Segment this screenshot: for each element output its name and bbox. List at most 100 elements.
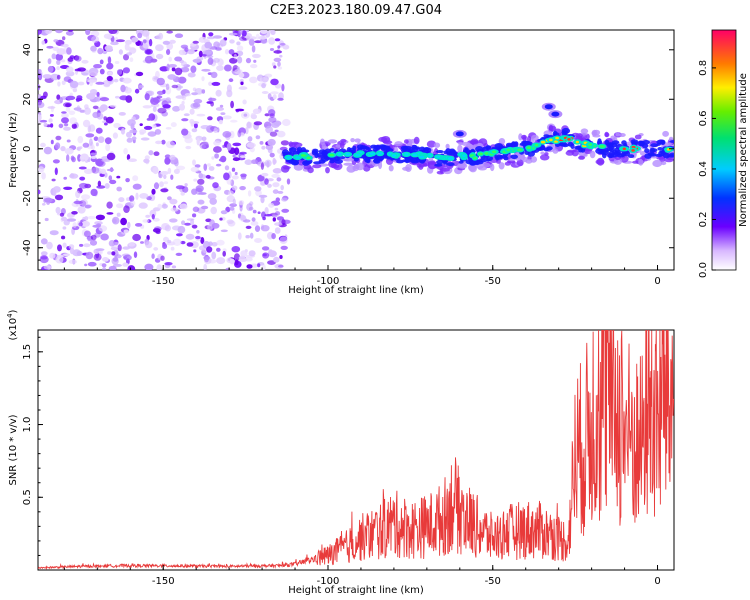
ridge-band [570,143,575,149]
ridge-band [329,148,335,152]
noise-blob [142,42,150,49]
noise-blob [174,56,183,62]
noise-blob [242,99,247,105]
ridge-halo [552,148,559,154]
ridge-halo [613,157,623,165]
noise-blob [116,203,124,209]
noise-blob [273,65,277,69]
noise-blob [276,216,284,221]
noise-blob [38,30,42,35]
ridge-halo [427,161,437,170]
noise-blob [68,110,76,116]
noise-blob [84,168,93,174]
noise-blob [56,59,61,65]
ridge-halo [445,143,450,149]
noise-blob [192,213,197,218]
noise-blob [279,236,288,244]
noise-blob [107,72,113,75]
noise-blob [78,166,87,170]
noise-blob [269,131,278,137]
noise-blob [234,171,238,176]
noise-blob [67,30,74,32]
noise-blob [257,174,265,182]
noise-blob [152,106,157,112]
noise-blob [282,44,290,50]
ridge-band [513,141,519,148]
noise-blob [108,240,116,247]
noise-blob [198,173,204,179]
noise-blob [40,255,48,260]
noise-blob [273,57,282,63]
noise-blob [248,250,256,257]
ridge-halo [482,162,491,168]
noise-blob [148,38,153,47]
noise-blob [198,36,207,43]
noise-blob [250,159,258,164]
noise-blob [123,147,128,155]
noise-blob [181,220,186,225]
noise-blob [211,156,215,160]
noise-blob [169,198,178,205]
x-tick-label: 0 [654,276,660,287]
noise-blob [226,219,234,225]
noise-blob [164,154,171,159]
noise-blob [258,35,267,40]
noise-blob [132,233,142,242]
noise-blob [165,83,170,91]
colorbar-tick-label: 0.6 [698,110,709,126]
noise-blob [211,242,218,247]
noise-blob [135,223,143,227]
noise-blob [239,186,246,191]
ridge-band [607,153,615,159]
noise-blob [218,119,223,125]
noise-blob [274,222,283,226]
ridge-halo [604,132,610,138]
signal-ridge [281,102,674,175]
noise-blob [113,78,119,83]
noise-blob [92,224,101,228]
noise-blob [220,112,226,115]
noise-blob [117,244,122,252]
noise-blob [166,49,171,55]
noise-blob [267,147,273,154]
x-tick-label: -50 [485,576,501,587]
noise-blob [169,218,178,223]
noise-blob [171,265,177,269]
ridge-core [412,153,418,157]
noise-blob [177,76,187,84]
noise-blob [219,104,224,108]
noise-blob [123,205,130,213]
ridge-band [373,145,382,150]
noise-blob [123,54,129,61]
noise-blob [240,111,250,119]
noise-blob [280,184,285,191]
noise-blob [99,59,104,65]
noise-blob [201,89,206,94]
noise-blob [274,211,281,216]
noise-blob [216,257,226,265]
noise-blob [279,42,286,46]
noise-blob [238,30,243,35]
noise-blob [106,152,116,161]
noise-blob [207,163,211,167]
ridge-band [408,157,414,162]
noise-blob [274,38,281,42]
noise-blob [269,152,275,158]
noise-blob [201,136,207,142]
noise-blob [246,35,251,41]
noise-blob [76,95,83,100]
ridge-band [649,147,656,154]
noise-blob [220,210,228,215]
y-tick-label: 1.5 [22,344,33,360]
noise-blob [50,73,60,81]
ridge-halo [525,158,533,164]
noise-blob [210,71,218,79]
noise-blob [114,61,120,64]
noise-blob [85,133,95,138]
noise-blob [96,91,100,97]
noise-blob [250,64,258,69]
noise-blob [281,208,290,213]
ridge-band [510,154,518,160]
noise-blob [274,227,281,234]
